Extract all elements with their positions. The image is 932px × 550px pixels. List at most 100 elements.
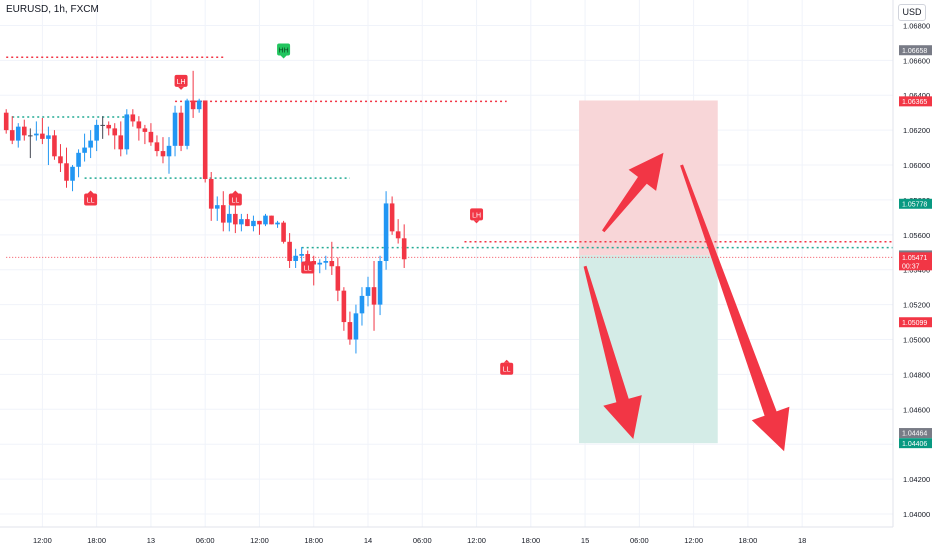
- candle-body: [269, 215, 274, 225]
- candle-body: [88, 140, 93, 148]
- candle-body: [15, 126, 21, 141]
- price-tick-label: 1.06800: [903, 21, 930, 30]
- price-tick-label: 1.06600: [903, 56, 930, 65]
- candle-body: [359, 295, 365, 314]
- candle-body: [52, 135, 57, 157]
- candle: [160, 137, 166, 164]
- candle: [257, 220, 262, 235]
- pivot-label-ll: LL: [84, 190, 98, 206]
- candle: [202, 100, 208, 183]
- candle-body: [34, 133, 39, 136]
- candle: [136, 116, 142, 141]
- pivot-badge: [470, 208, 484, 221]
- price-tag-bg: [899, 428, 932, 439]
- candle-body: [305, 254, 310, 261]
- pivot-text: LL: [87, 197, 95, 204]
- candle-body: [377, 261, 383, 305]
- candle-body: [118, 135, 124, 150]
- price-tag-text: 1.05778: [902, 201, 927, 208]
- candle-body: [82, 147, 87, 153]
- time-tick-label: 12:00: [684, 536, 703, 545]
- candle-body: [9, 130, 15, 141]
- countdown-text: 00:37: [902, 263, 920, 270]
- pivot-badge: [84, 193, 98, 206]
- candle-body: [94, 124, 99, 141]
- currency-button[interactable]: USD: [898, 4, 926, 21]
- candle-body: [64, 163, 69, 181]
- candle-body: [46, 135, 51, 139]
- price-tick-label: 1.05000: [903, 336, 930, 345]
- symbol-title: EURUSD, 1h, FXCM: [6, 4, 99, 15]
- candle-body: [184, 100, 190, 146]
- pivot-pointer: [503, 359, 510, 363]
- candle: [383, 191, 389, 270]
- candle: [359, 287, 365, 326]
- candle: [365, 276, 371, 307]
- arrow-down-short-icon: [583, 265, 642, 439]
- pivot-badge: [228, 193, 242, 206]
- candle: [82, 133, 87, 162]
- candle-body: [263, 215, 268, 225]
- candle-body: [70, 166, 75, 181]
- candle: [190, 70, 196, 118]
- candle: [70, 165, 75, 192]
- candle-body: [100, 124, 105, 126]
- candle: [341, 287, 347, 331]
- candle: [263, 213, 268, 227]
- candle-body: [214, 205, 220, 209]
- price-tick-label: 1.05200: [903, 301, 930, 310]
- candle-body: [154, 142, 160, 152]
- price-tag: 1.06365: [899, 96, 932, 107]
- price-tag: 1.05778: [899, 198, 932, 209]
- candle: [3, 109, 9, 134]
- candle-body: [365, 287, 371, 296]
- time-tick-label: 12:00: [467, 536, 486, 545]
- pivot-label-hh: HH: [277, 43, 291, 59]
- candle: [389, 196, 395, 235]
- candle: [329, 241, 335, 275]
- candle: [15, 123, 21, 148]
- candle-body: [196, 100, 202, 110]
- candle-body: [190, 100, 196, 110]
- candle-body: [178, 112, 184, 146]
- pivot-label-ll: LL: [500, 359, 514, 375]
- candle: [112, 123, 118, 150]
- pivot-text: LH: [177, 79, 186, 86]
- pivot-text: HH: [279, 47, 289, 54]
- pivot-text: LL: [304, 266, 312, 273]
- pivot-label-lh: LH: [174, 74, 188, 90]
- candle-body: [341, 290, 347, 323]
- time-tick-label: 06:00: [196, 536, 215, 545]
- candle-body: [142, 128, 148, 132]
- candle: [269, 215, 274, 225]
- price-tick-label: 1.06400: [903, 91, 930, 100]
- pivot-pointer: [304, 258, 311, 262]
- price-tag: 1.04464: [899, 428, 932, 439]
- candle: [317, 259, 323, 274]
- candle-body: [299, 254, 304, 256]
- price-tag: 1.04406: [899, 438, 932, 449]
- pivot-badge: [500, 362, 514, 375]
- grid: [0, 0, 893, 527]
- candle: [52, 130, 57, 160]
- candle-body: [371, 287, 377, 305]
- time-tick-label: 18:00: [521, 536, 540, 545]
- candle: [401, 224, 407, 268]
- price-axis-bg: [893, 0, 932, 550]
- candle-body: [148, 131, 154, 143]
- pivot-text: LL: [503, 367, 511, 374]
- candle-body: [3, 112, 9, 131]
- price-tag-bg: [899, 45, 932, 56]
- candle-body: [395, 231, 401, 239]
- price-tick-label: 1.04600: [903, 405, 930, 414]
- candle: [220, 191, 226, 232]
- candle: [142, 124, 148, 145]
- candle-body: [220, 205, 226, 223]
- pivot-badge: [277, 43, 291, 56]
- candle-body: [335, 266, 341, 291]
- candle-body: [172, 112, 178, 146]
- candle: [46, 126, 51, 166]
- candle: [239, 213, 244, 232]
- candle: [178, 105, 184, 152]
